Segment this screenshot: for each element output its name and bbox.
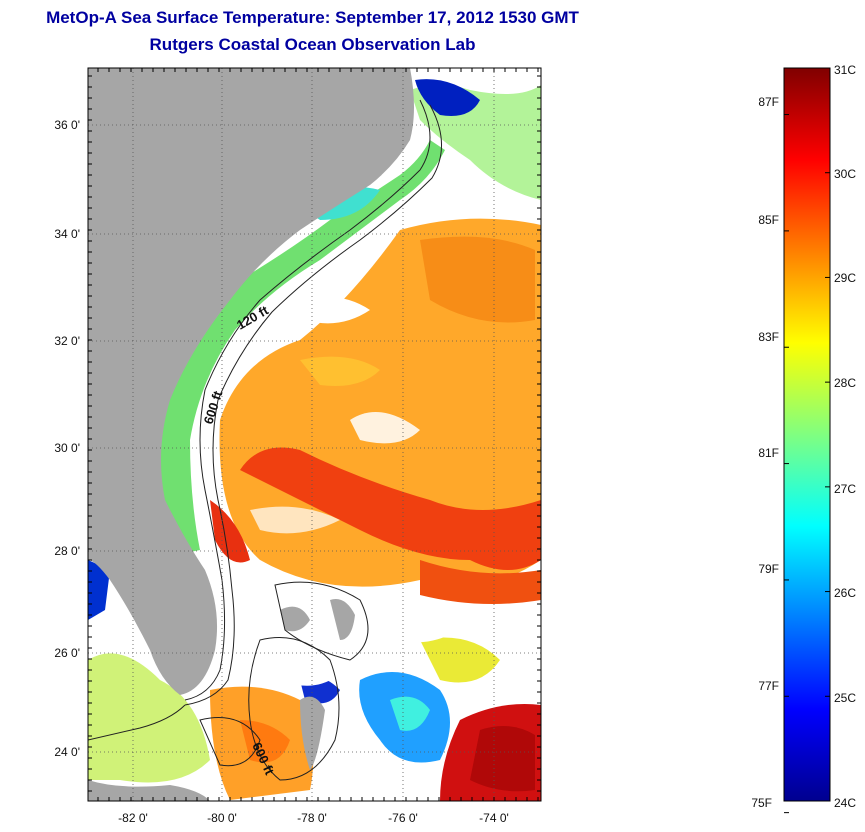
cb-celsius-26: 26C [834,586,856,600]
lon-tick-78: -78 0' [297,811,327,825]
lat-tick-28: 28 0' [54,544,80,558]
lon-tick-76: -76 0' [388,811,418,825]
land [88,68,414,801]
colorbar-scale [783,67,831,802]
cb-fahrenheit-85: 85F [758,213,779,227]
lat-tick-26: 26 0' [54,646,80,660]
cb-celsius-24: 24C [834,796,856,810]
map-title: MetOp-A Sea Surface Temperature: Septemb… [46,8,579,27]
map-subtitle: Rutgers Coastal Ocean Observation Lab [149,35,476,54]
cb-celsius-28: 28C [834,376,856,390]
cb-fahrenheit-87: 87F [758,95,779,109]
lon-tick-74: -74 0' [479,811,509,825]
cb-celsius-30: 30C [834,167,856,181]
lat-tick-34: 34 0' [54,227,80,241]
lon-tick-82: -82 0' [118,811,148,825]
cb-fahrenheit-83: 83F [758,330,779,344]
map-ticks [88,68,541,801]
lon-tick-80: -80 0' [207,811,237,825]
cb-celsius-29: 29C [834,271,856,285]
cb-fahrenheit-81: 81F [758,446,779,460]
cb-fahrenheit-79: 79F [758,562,779,576]
lat-tick-30: 30 0' [54,441,80,455]
colorbar-ticks [784,67,830,814]
cb-celsius-27: 27C [834,482,856,496]
lat-tick-24: 24 0' [54,745,80,759]
cb-celsius-25: 25C [834,691,856,705]
lat-tick-32: 32 0' [54,334,80,348]
lat-axis: 36 0' 34 0' 32 0' 30 0' 28 0' 26 0' 24 0… [54,118,80,759]
map-frame [87,67,542,802]
cb-fahrenheit-75: 75F [751,796,772,810]
cb-celsius-31: 31C [834,63,856,77]
colorbar: 31C 30C 29C 28C 27C 26C 25C 24C 87F 85F … [751,63,856,814]
lon-axis: -82 0' -80 0' -78 0' -76 0' -74 0' [118,811,509,825]
bathymetry-contours [88,99,442,781]
cb-fahrenheit-77: 77F [758,679,779,693]
lat-tick-36: 36 0' [54,118,80,132]
